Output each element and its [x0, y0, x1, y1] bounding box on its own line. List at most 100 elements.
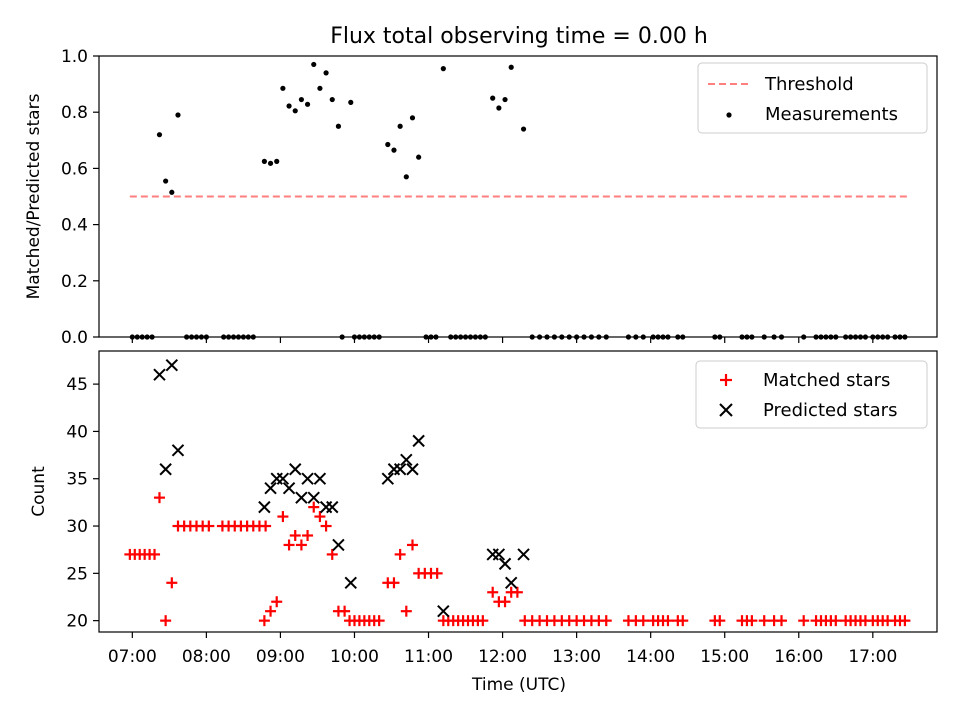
predicted-legend-label: Predicted stars [763, 400, 897, 421]
matched-star-point [302, 529, 314, 541]
predicted-star-point [264, 481, 277, 495]
bottom-panel: 20 25 30 35 40 45 07:00 08:00 09:00 10:00 11:00 12… [29, 350, 938, 667]
measurement-point [274, 158, 280, 164]
y-tick-label: 0.0 [61, 328, 88, 348]
threshold-legend-label: Threshold [764, 74, 854, 95]
bottom-x-ticks: 07:00 08:00 09:00 10:00 11:00 12:00 13:00 14:00… [108, 632, 897, 667]
matched-star-point [314, 511, 326, 523]
predicted-star-point [332, 538, 345, 552]
top-y-ticks: 0.0 0.2 0.4 0.6 0.8 1.0 [61, 47, 99, 348]
y-tick-label: 0.6 [61, 159, 88, 179]
predicted-star-point [400, 453, 413, 467]
bottom-axes-frame [98, 350, 938, 633]
matched-star-point [477, 615, 489, 627]
x-tick-label: 10:00 [330, 647, 379, 667]
measurement-point [286, 103, 292, 109]
measurements-legend-label: Measurements [765, 104, 898, 125]
matched-star-point [394, 548, 406, 560]
predicted-star-point [153, 368, 166, 381]
predicted-star-point [313, 472, 327, 485]
measurement-point [292, 108, 298, 114]
measurement-point [156, 132, 163, 138]
predicted-star-point [344, 576, 357, 590]
predicted-star-point [505, 576, 518, 590]
x-tick-label: 13:00 [552, 647, 601, 667]
matched-star-point [487, 586, 499, 598]
x-tick-label: 09:00 [256, 647, 305, 667]
matched-star-point [277, 511, 289, 523]
measurement-point [348, 99, 354, 105]
y-tick-label: 0.8 [61, 103, 88, 123]
matched-star-point [153, 492, 165, 504]
measurement-point [490, 95, 496, 101]
measurement-point [416, 154, 422, 160]
matched-star-point [308, 501, 320, 513]
matched-star-point [258, 615, 270, 627]
matched-star-point [388, 577, 400, 589]
y-tick-label: 0.4 [61, 216, 88, 236]
predicted-star-point [486, 548, 499, 561]
predicted-star-point [437, 604, 450, 618]
y-tick-label: 30 [66, 517, 88, 537]
matched-star-point [406, 539, 418, 551]
predicted-star-point [406, 463, 419, 476]
matched-star-point [431, 567, 443, 579]
predicted-star-point [307, 491, 320, 504]
measurement-point [298, 96, 305, 103]
y-tick-label: 25 [66, 564, 88, 584]
predicted-star-point [319, 500, 333, 514]
x-tick-label: 08:00 [182, 647, 231, 667]
x-tick-label: 11:00 [404, 647, 453, 667]
x-axis-label: Time (UTC) [471, 675, 566, 695]
measurement-point [520, 126, 527, 132]
top-panel: 0.0 0.2 0.4 0.6 0.8 1.0 Matched/Predicted sta… [24, 47, 938, 348]
predicted-star-point [301, 472, 314, 485]
matched-star-point [600, 615, 612, 627]
y-tick-label: 45 [66, 375, 88, 395]
matched-star-point [746, 615, 758, 627]
x-tick-label: 16:00 [774, 647, 823, 667]
y-tick-label: 1.0 [61, 47, 88, 67]
top-x-ticks [131, 337, 874, 343]
predicted-star-point [498, 557, 512, 571]
measurement-point [502, 96, 508, 103]
y-tick-label: 40 [66, 422, 88, 442]
predicted-star-point [159, 463, 172, 476]
predicted-star-point [171, 444, 185, 457]
matched-star-point [320, 520, 332, 532]
top-legend: Threshold Measurements [697, 62, 928, 134]
matched-star-point [758, 615, 770, 627]
matched-star-point [400, 605, 412, 617]
bottom-legend-box [695, 360, 928, 429]
predicted-star-point [165, 358, 179, 372]
measurement-point [267, 160, 274, 166]
measurement-point [323, 70, 329, 76]
matched-star-point [775, 615, 787, 627]
matched-star-point [326, 548, 338, 560]
predicted-star-point [517, 548, 530, 561]
matched-star-point [283, 539, 295, 551]
matched-star-point [499, 596, 511, 608]
matched-star-point [166, 577, 178, 589]
measurement-point [508, 64, 514, 70]
measurement-point [391, 147, 397, 153]
x-tick-label: 07:00 [108, 647, 157, 667]
measurement-point [335, 123, 342, 129]
predicted-star-point [387, 463, 401, 476]
matched-star-point [295, 539, 307, 551]
predicted-star-point [289, 463, 302, 476]
measurement-point [329, 96, 335, 103]
matched-star-point [830, 615, 842, 627]
x-tick-label: 14:00 [626, 647, 675, 667]
measurement-point [169, 189, 175, 195]
measurement-point [304, 101, 311, 107]
measurements-legend-marker [726, 112, 732, 118]
x-tick-label: 15:00 [700, 647, 749, 667]
predicted-star-point [276, 472, 290, 485]
measurement-point [311, 61, 317, 68]
bottom-points [124, 358, 911, 627]
x-tick-label: 12:00 [478, 647, 527, 667]
matched-star-point [160, 615, 172, 627]
matched-star-point [149, 548, 161, 560]
top-legend-box [697, 62, 928, 134]
